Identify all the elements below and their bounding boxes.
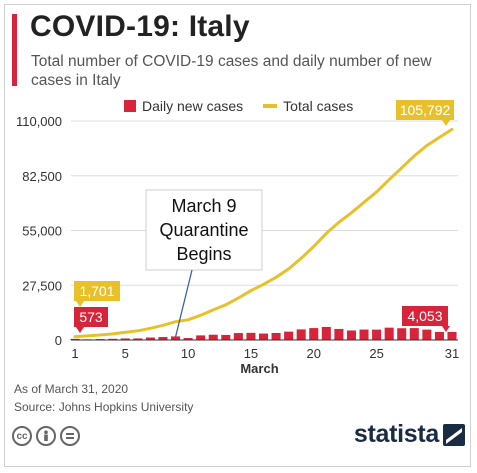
daily-cases-bar (171, 336, 181, 340)
x-tick-label: 1 (71, 346, 78, 361)
daily-cases-bar (384, 327, 394, 340)
y-tick-label: 27,500 (22, 278, 62, 293)
license-icons: cc (12, 426, 80, 446)
daily-cases-bar (296, 329, 306, 340)
y-tick-label: 110,000 (16, 114, 62, 129)
callout-daily-end-bg (402, 306, 448, 326)
daily-cases-bar (221, 334, 231, 340)
callout-daily-start: 573 (74, 307, 108, 333)
daily-cases-bar (372, 329, 382, 340)
legend-swatch-bars (124, 100, 136, 112)
callout-total-start-tip (76, 301, 84, 307)
accent-bar (12, 14, 17, 86)
callout-total-start: 1,701 (74, 281, 120, 307)
callout-total-start-bg (74, 281, 120, 301)
legend-label-line: Total cases (283, 98, 354, 114)
daily-cases-bar (284, 331, 294, 340)
y-tick-label: 82,500 (22, 169, 62, 184)
daily-cases-bar (321, 326, 331, 340)
daily-cases-bar (246, 332, 256, 340)
statista-logo-icon (443, 424, 465, 446)
x-tick-label: 31 (445, 346, 459, 361)
annotation-text: March 9 (171, 196, 236, 216)
daily-cases-bar (309, 328, 319, 340)
total-cases-line (73, 127, 454, 339)
daily-cases-bar (208, 334, 218, 340)
legend-label-bars: Daily new cases (142, 98, 244, 114)
legend: Daily new cases Total cases (124, 98, 353, 114)
callout-daily-start-text: 573 (79, 309, 103, 325)
annotation-pointer (174, 269, 193, 338)
daily-cases-bar (434, 331, 444, 340)
daily-cases-bar (145, 337, 155, 340)
daily-cases-bar (397, 328, 407, 340)
daily-cases-bar (120, 338, 130, 340)
daily-cases-bar (158, 337, 168, 340)
y-tick-label: 0 (55, 333, 62, 348)
person-icon (36, 426, 56, 446)
legend-swatch-line (263, 104, 278, 108)
daily-cases-bar (346, 330, 356, 340)
daily-cases-bar (334, 328, 344, 340)
callout-daily-start-bg (74, 307, 108, 327)
callout-daily-start-tip (76, 327, 84, 333)
x-tick-label: 5 (122, 346, 129, 361)
annotation-text: Begins (176, 244, 231, 264)
x-tick-label: 10 (181, 346, 195, 361)
brand-wordmark: statista (353, 420, 439, 448)
callout-total-end: 105,792 (396, 100, 454, 126)
annotation-box (145, 189, 263, 271)
source-note: Source: Johns Hopkins University (14, 400, 194, 414)
daily-cases-bar (70, 338, 80, 340)
callout-total-end-tip (442, 120, 450, 126)
x-tick-label: 25 (369, 346, 383, 361)
callout-total-end-text: 105,792 (400, 102, 451, 118)
chart-subtitle: Total number of COVID-19 cases and daily… (31, 53, 432, 89)
daily-cases-bar (447, 331, 457, 340)
daily-cases-bar (422, 329, 432, 340)
y-tick-label: 55,000 (22, 224, 62, 239)
daily-cases-bar (133, 338, 143, 340)
equal-icon (60, 426, 80, 446)
annotation-text: Quarantine (159, 220, 248, 240)
x-tick-label: 20 (307, 346, 321, 361)
daily-cases-bar (271, 332, 281, 340)
daily-cases-bar (196, 335, 206, 340)
callout-total-end-bg (396, 100, 454, 120)
x-axis-label: March (240, 361, 278, 376)
cc-icon: cc (12, 426, 32, 446)
daily-cases-bar (409, 328, 419, 340)
callout-daily-end-text: 4,053 (407, 308, 442, 324)
as-of-note: As of March 31, 2020 (14, 382, 129, 396)
daily-cases-bar (258, 333, 269, 340)
callout-total-start-text: 1,701 (79, 283, 114, 299)
daily-cases-bar (359, 329, 369, 340)
daily-cases-bar (233, 333, 243, 340)
chart-title: COVID-19: Italy (30, 10, 250, 43)
x-tick-label: 15 (244, 346, 258, 361)
callout-daily-end-tip (442, 326, 450, 332)
daily-cases-bar (108, 338, 118, 340)
callout-daily-end: 4,053 (402, 306, 450, 332)
daily-cases-bar (183, 338, 193, 340)
